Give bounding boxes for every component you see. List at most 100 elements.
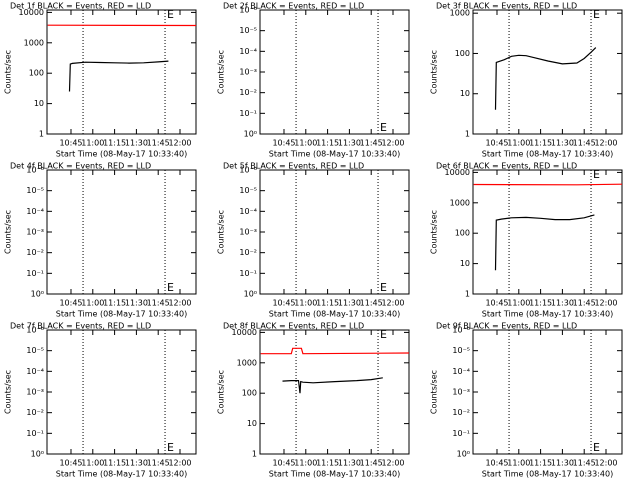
y-tick-label: 10000: [232, 328, 257, 337]
y-tick-label: 10⁻³: [239, 68, 257, 77]
x-tick-label: 10:45: [485, 299, 508, 308]
y-tick-label: 10⁻⁴: [26, 207, 44, 216]
x-tick-label: 11:45: [147, 459, 170, 468]
chart-title: Det 3f BLACK = Events, RED = LLD: [436, 2, 577, 11]
x-tick-label: 12:00: [168, 139, 191, 148]
y-tick-label: 10⁻⁵: [452, 346, 470, 355]
y-tick-label: 10000: [19, 8, 44, 17]
chart-title: Det 1f BLACK = Events, RED = LLD: [10, 2, 151, 11]
x-tick-label: 12:00: [594, 459, 617, 468]
y-tick-label: 10: [460, 89, 470, 98]
y-tick-label: 10⁻¹: [239, 109, 257, 118]
x-tick-label: 10:45: [485, 459, 508, 468]
series-line: [494, 47, 597, 110]
x-tick-label: 11:45: [360, 299, 383, 308]
y-axis-label: Counts/sec: [217, 50, 226, 94]
y-axis-label: Counts/sec: [217, 210, 226, 254]
x-tick-label: 11:45: [360, 139, 383, 148]
x-tick-label: 11:30: [125, 459, 148, 468]
y-tick-label: 10⁻⁶: [239, 166, 257, 175]
y-tick-label: 10⁻⁵: [239, 186, 257, 195]
annotation: E: [380, 328, 387, 341]
y-tick-label: 1: [252, 450, 257, 459]
x-axis-label: Start Time (08-May-17 10:33:40): [482, 310, 613, 319]
x-tick-label: 11:30: [338, 299, 361, 308]
y-tick-label: 10⁻²: [26, 408, 44, 417]
x-axis-label: Start Time (08-May-17 10:33:40): [56, 150, 187, 159]
y-tick-label: 100: [242, 389, 257, 398]
x-tick-label: 11:00: [81, 459, 104, 468]
x-tick-label: 11:45: [573, 139, 596, 148]
series-line: [473, 183, 623, 186]
y-tick-label: 1: [465, 130, 470, 139]
plot-frame: [46, 9, 197, 135]
plot-frame: [46, 169, 197, 295]
x-tick-label: 11:30: [125, 139, 148, 148]
y-tick-label: 10⁰: [457, 450, 470, 459]
x-tick-label: 11:45: [147, 139, 170, 148]
x-tick-label: 10:45: [272, 299, 295, 308]
annotation: E: [380, 121, 387, 134]
y-tick-label: 10⁻³: [26, 388, 44, 397]
y-tick-label: 1000: [450, 198, 470, 207]
x-axis-label: Start Time (08-May-17 10:33:40): [56, 310, 187, 319]
y-tick-label: 100: [455, 49, 470, 58]
chart-title: Det 8f BLACK = Events, RED = LLD: [223, 322, 364, 331]
x-axis-label: Start Time (08-May-17 10:33:40): [269, 470, 400, 479]
y-tick-label: 10⁻²: [239, 88, 257, 97]
y-tick-label: 10⁻¹: [26, 269, 44, 278]
chart-title: Det 6f BLACK = Events, RED = LLD: [436, 162, 577, 171]
x-tick-label: 11:30: [125, 299, 148, 308]
x-tick-label: 10:45: [59, 299, 82, 308]
annotation: E: [167, 441, 174, 454]
x-tick-label: 11:15: [316, 299, 339, 308]
x-tick-label: 11:00: [294, 459, 317, 468]
y-tick-label: 10⁻³: [452, 388, 470, 397]
plot-frame: [259, 9, 410, 135]
x-tick-label: 11:00: [81, 299, 104, 308]
y-tick-label: 10⁰: [244, 290, 257, 299]
x-tick-label: 10:45: [272, 139, 295, 148]
plot-frame: [46, 329, 197, 455]
y-tick-label: 10⁻⁵: [239, 26, 257, 35]
x-tick-label: 11:45: [573, 459, 596, 468]
x-tick-label: 11:45: [147, 299, 170, 308]
x-axis-label: Start Time (08-May-17 10:33:40): [269, 150, 400, 159]
x-tick-label: 11:00: [294, 299, 317, 308]
series-line: [494, 214, 595, 271]
y-tick-label: 10000: [445, 168, 470, 177]
y-axis-label: Counts/sec: [4, 50, 13, 94]
y-tick-label: 10⁰: [31, 450, 44, 459]
chart-title: Det 4f BLACK = Events, RED = LLD: [10, 162, 151, 171]
y-tick-label: 10: [460, 259, 470, 268]
y-tick-label: 10⁻⁶: [26, 166, 44, 175]
x-tick-label: 12:00: [381, 299, 404, 308]
chart-title: Det 5f BLACK = Events, RED = LLD: [223, 162, 364, 171]
x-tick-label: 10:45: [59, 459, 82, 468]
x-tick-label: 11:15: [316, 459, 339, 468]
x-tick-label: 11:15: [529, 139, 552, 148]
y-tick-label: 10⁻¹: [452, 429, 470, 438]
x-tick-label: 11:00: [294, 139, 317, 148]
x-axis-label: Start Time (08-May-17 10:33:40): [269, 310, 400, 319]
x-tick-label: 11:15: [103, 139, 126, 148]
x-axis-label: Start Time (08-May-17 10:33:40): [56, 470, 187, 479]
y-tick-label: 10⁻⁶: [26, 326, 44, 335]
x-tick-label: 11:00: [81, 139, 104, 148]
y-tick-label: 1000: [237, 358, 257, 367]
x-tick-label: 11:00: [507, 139, 530, 148]
y-tick-label: 1: [465, 290, 470, 299]
x-tick-label: 11:45: [573, 299, 596, 308]
plot-frame: [472, 169, 623, 295]
y-tick-label: 10⁻⁶: [239, 6, 257, 15]
y-tick-label: 10⁻⁴: [26, 367, 44, 376]
x-tick-label: 12:00: [381, 139, 404, 148]
y-tick-label: 10⁻⁴: [452, 367, 470, 376]
x-tick-label: 12:00: [594, 299, 617, 308]
plot-frame: [472, 9, 623, 135]
x-tick-label: 12:00: [381, 459, 404, 468]
x-tick-label: 11:30: [338, 459, 361, 468]
y-tick-label: 10⁰: [244, 130, 257, 139]
chart-title: Det 7f BLACK = Events, RED = LLD: [10, 322, 151, 331]
